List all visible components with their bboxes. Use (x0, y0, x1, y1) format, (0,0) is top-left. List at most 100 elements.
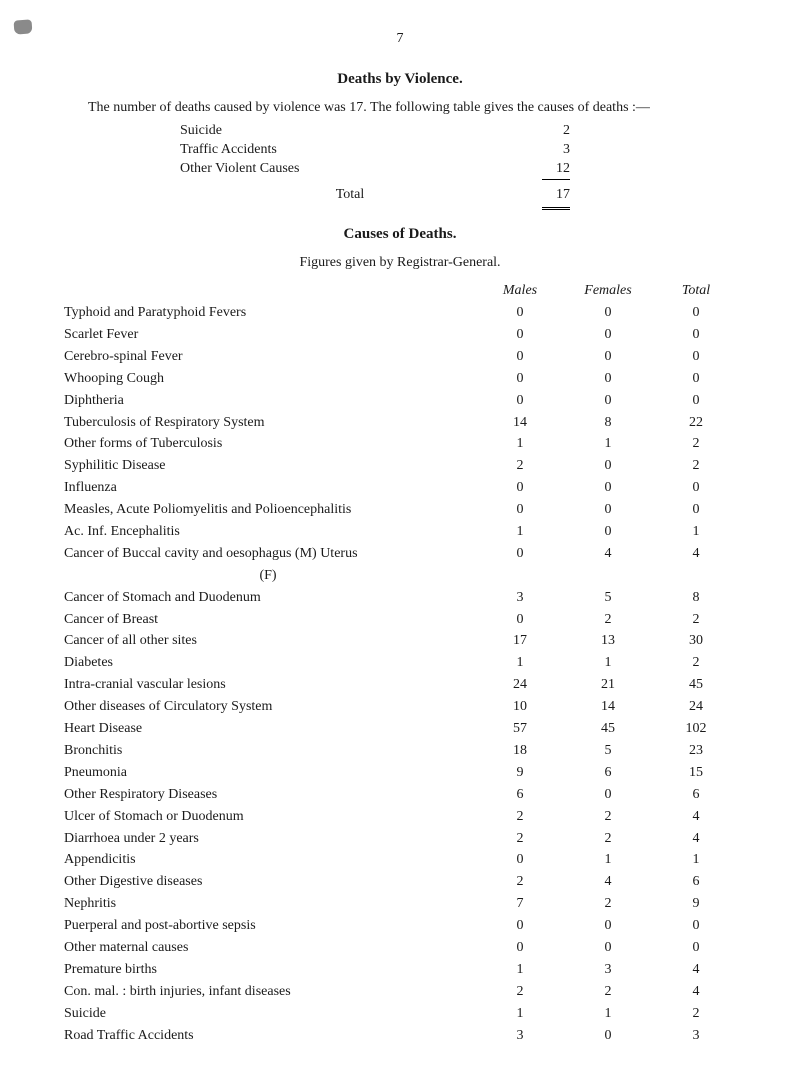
causes-row: Nephritis729 (60, 894, 740, 916)
causes-row-total: 2 (652, 653, 740, 675)
causes-row: Typhoid and Paratyphoid Fevers000 (60, 303, 740, 325)
causes-row-males: 2 (476, 981, 564, 1003)
causes-row-total: 4 (652, 828, 740, 850)
causes-row-females: 1 (564, 434, 652, 456)
causes-row-males: 9 (476, 762, 564, 784)
causes-row-females: 2 (564, 806, 652, 828)
causes-row-label: Intra-cranial vascular lesions (60, 675, 476, 697)
causes-row-total: 4 (652, 981, 740, 1003)
causes-row-males: 1 (476, 1003, 564, 1025)
causes-row: Whooping Cough000 (60, 368, 740, 390)
causes-row-females: 0 (564, 346, 652, 368)
violence-rule (180, 179, 740, 180)
causes-row-total: 2 (652, 434, 740, 456)
causes-row-total: 4 (652, 543, 740, 565)
section-title-causes: Causes of Deaths. (60, 224, 740, 244)
causes-row-label: Bronchitis (60, 740, 476, 762)
causes-row: (F) (60, 565, 740, 587)
causes-row-total: 6 (652, 872, 740, 894)
causes-row-males: 0 (476, 609, 564, 631)
violence-row-value: 2 (520, 122, 570, 141)
page-number: 7 (60, 30, 740, 49)
causes-subintro: Figures given by Registrar-General. (60, 254, 740, 273)
violence-row-label: Traffic Accidents (180, 141, 520, 160)
causes-header-row: Males Females Total (60, 281, 740, 303)
causes-row-total: 0 (652, 478, 740, 500)
causes-row-label: Scarlet Fever (60, 325, 476, 347)
causes-row-females: 5 (564, 740, 652, 762)
causes-row-total: 0 (652, 390, 740, 412)
causes-row-label: Cerebro-spinal Fever (60, 346, 476, 368)
causes-row-males: 1 (476, 522, 564, 544)
violence-double-rule (180, 205, 740, 210)
causes-row-label: Cancer of all other sites (60, 631, 476, 653)
causes-row: Other Digestive diseases246 (60, 872, 740, 894)
causes-row: Syphilitic Disease202 (60, 456, 740, 478)
causes-row-label: Whooping Cough (60, 368, 476, 390)
causes-header-blank (60, 281, 476, 303)
causes-row-females: 0 (564, 303, 652, 325)
causes-row-females: 6 (564, 762, 652, 784)
causes-row-label: Heart Disease (60, 719, 476, 741)
causes-row-label: Syphilitic Disease (60, 456, 476, 478)
page-artifact-dot (14, 19, 33, 34)
causes-row-total: 15 (652, 762, 740, 784)
causes-row: Pneumonia9615 (60, 762, 740, 784)
causes-row-males: 0 (476, 543, 564, 565)
causes-row: Heart Disease5745102 (60, 719, 740, 741)
causes-row: Cancer of Breast022 (60, 609, 740, 631)
causes-row: Scarlet Fever000 (60, 325, 740, 347)
causes-row-males: 18 (476, 740, 564, 762)
causes-row-males: 0 (476, 346, 564, 368)
causes-row-label: Cancer of Breast (60, 609, 476, 631)
causes-row-males: 17 (476, 631, 564, 653)
causes-row-males: 3 (476, 587, 564, 609)
causes-row-females: 3 (564, 959, 652, 981)
violence-row-label: Suicide (180, 122, 520, 141)
violence-row-value: 3 (520, 141, 570, 160)
causes-table: Males Females Total Typhoid and Paratyph… (60, 281, 740, 1047)
causes-row-males: 3 (476, 1025, 564, 1047)
causes-row-label: Appendicitis (60, 850, 476, 872)
causes-row-males: 57 (476, 719, 564, 741)
causes-row-total: 1 (652, 850, 740, 872)
causes-row: Intra-cranial vascular lesions242145 (60, 675, 740, 697)
causes-row-label: Puerperal and post-abortive sepsis (60, 916, 476, 938)
causes-row-label: Measles, Acute Poliomyelitis and Polioen… (60, 500, 476, 522)
causes-row-label: Cancer of Stomach and Duodenum (60, 587, 476, 609)
causes-row-males: 1 (476, 959, 564, 981)
causes-row-females: 2 (564, 828, 652, 850)
causes-row-males: 2 (476, 456, 564, 478)
causes-row: Ulcer of Stomach or Duodenum224 (60, 806, 740, 828)
causes-row: Tuberculosis of Respiratory System14822 (60, 412, 740, 434)
causes-row-label: Influenza (60, 478, 476, 500)
causes-row-label: Diarrhoea under 2 years (60, 828, 476, 850)
causes-row-females: 0 (564, 478, 652, 500)
causes-row-females: 14 (564, 697, 652, 719)
causes-row-males: 0 (476, 850, 564, 872)
causes-row-males: 0 (476, 937, 564, 959)
causes-row-males: 10 (476, 697, 564, 719)
causes-row-label: Premature births (60, 959, 476, 981)
causes-row-total: 2 (652, 456, 740, 478)
causes-row-females: 2 (564, 894, 652, 916)
violence-list: Suicide 2 Traffic Accidents 3 Other Viol… (180, 122, 740, 210)
causes-row-males: 24 (476, 675, 564, 697)
causes-row: Road Traffic Accidents303 (60, 1025, 740, 1047)
causes-row: Ac. Inf. Encephalitis101 (60, 522, 740, 544)
causes-row-total: 0 (652, 368, 740, 390)
causes-row-total: 0 (652, 346, 740, 368)
causes-row-label: Diphtheria (60, 390, 476, 412)
causes-row-males: 2 (476, 828, 564, 850)
causes-row-females: 2 (564, 609, 652, 631)
causes-row-females: 2 (564, 981, 652, 1003)
violence-total-row: Total 17 (180, 186, 740, 205)
causes-row-total: 3 (652, 1025, 740, 1047)
causes-row-total: 102 (652, 719, 740, 741)
causes-row: Cerebro-spinal Fever000 (60, 346, 740, 368)
violence-row: Suicide 2 (180, 122, 740, 141)
causes-row-males: 0 (476, 368, 564, 390)
causes-row: Suicide112 (60, 1003, 740, 1025)
causes-row-females: 0 (564, 784, 652, 806)
causes-row-total: 0 (652, 500, 740, 522)
